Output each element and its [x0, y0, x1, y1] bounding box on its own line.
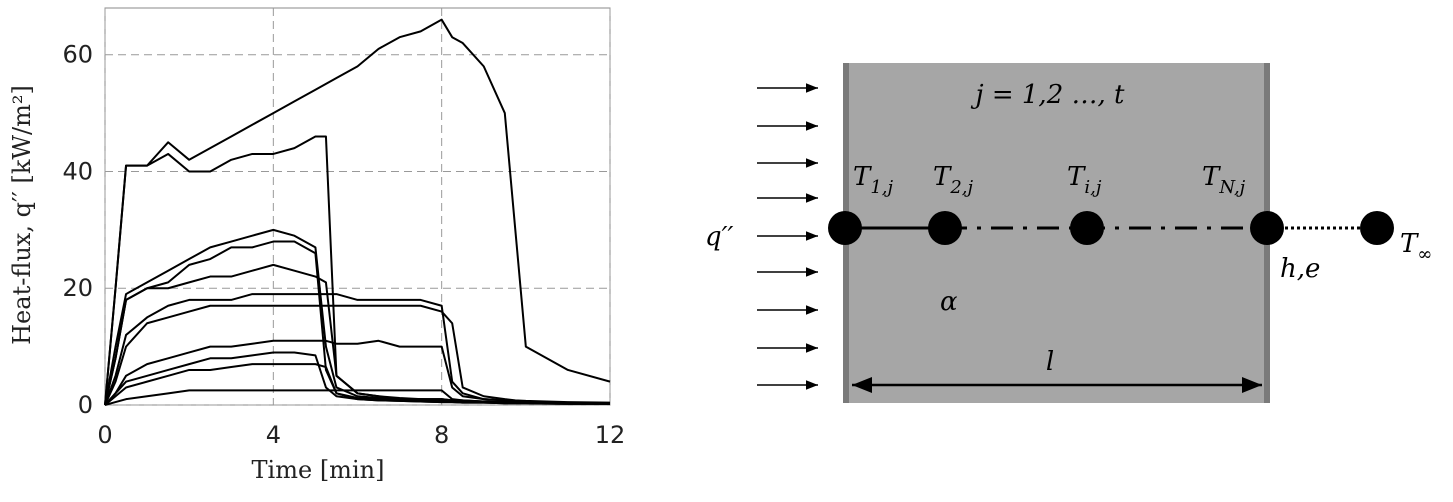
node-base: T: [933, 162, 952, 192]
node-sub: 1,j: [870, 177, 893, 198]
node-sub: 2,j: [949, 177, 973, 198]
chart: Time [min] Heat-flux, q′′ [kW/m²] 020406…: [8, 7, 626, 484]
node-label: Ti,j: [1067, 162, 1102, 198]
node-label: T2,j: [933, 162, 974, 198]
node-base: T: [1400, 229, 1419, 259]
node-base: T: [1202, 162, 1221, 192]
x-tick-label: 8: [434, 421, 449, 449]
node-label: TN,j: [1202, 162, 1246, 198]
diffusivity-label: α: [940, 287, 958, 317]
series-line: [104, 304, 611, 406]
diagram: j = 1,2 …, t T1,j T2,j Ti,j TN,j T∞ q′′ …: [705, 63, 1432, 403]
heat-flux-label: q′′: [705, 222, 734, 252]
y-tick-label: 40: [62, 157, 93, 185]
plot-area: [104, 7, 611, 406]
series-line: [104, 339, 611, 406]
series-line: [104, 18, 611, 406]
node-base: T: [853, 162, 872, 192]
node-sub: i,j: [1084, 177, 1101, 198]
x-tick-label: 12: [595, 421, 626, 449]
x-tick-label: 0: [97, 421, 112, 449]
y-axis-label: Heat-flux, q′′ [kW/m²]: [8, 85, 36, 345]
boundary-label: h,e: [1280, 254, 1320, 284]
thickness-label: l: [1046, 347, 1054, 377]
flux-arrows: [757, 83, 818, 390]
y-tick-label: 20: [62, 274, 93, 302]
node-label: T1,j: [853, 162, 894, 198]
x-axis-label: Time [min]: [252, 456, 385, 484]
y-tick-label: 0: [78, 391, 93, 419]
slab: [843, 63, 1270, 403]
series-line: [104, 363, 610, 406]
x-tick-label: 4: [266, 421, 281, 449]
node-label: T∞: [1400, 229, 1432, 265]
node-base: T: [1067, 162, 1086, 192]
node-sub: N,j: [1218, 177, 1245, 198]
y-tick-label: 60: [62, 41, 93, 69]
series-line: [104, 389, 611, 406]
index-label: j = 1,2 …, t: [971, 80, 1126, 110]
node-sub: ∞: [1417, 244, 1432, 265]
nodes: [828, 211, 1394, 245]
